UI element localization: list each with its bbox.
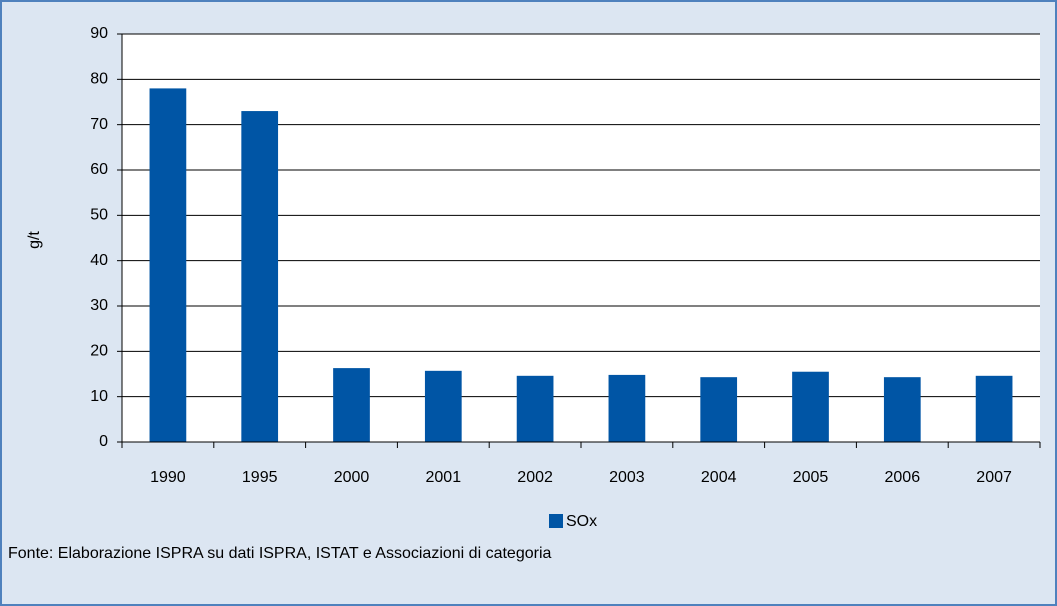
y-tick-label: 20: [90, 343, 108, 360]
x-tick-label: 1995: [242, 469, 278, 486]
bar: [700, 377, 738, 442]
x-tick-label: 2001: [426, 469, 462, 486]
bar: [975, 375, 1013, 442]
y-tick-label: 40: [90, 252, 108, 269]
x-tick-label: 2003: [609, 469, 645, 486]
bar: [883, 377, 921, 442]
bar: [608, 374, 646, 442]
x-tick-label: 1990: [150, 469, 186, 486]
bar: [149, 88, 187, 443]
y-tick-label: 50: [90, 207, 108, 224]
x-tick-label: 2002: [517, 469, 553, 486]
bar: [333, 368, 370, 442]
bar: [424, 370, 462, 442]
x-tick-label: 2000: [334, 469, 370, 486]
y-tick-label: 70: [90, 116, 108, 133]
bar: [792, 371, 829, 442]
y-tick-label: 10: [90, 388, 108, 405]
source-note: Fonte: Elaborazione ISPRA su dati ISPRA,…: [8, 545, 551, 562]
legend-label: SOx: [566, 513, 597, 530]
x-tick-label: 2004: [701, 469, 737, 486]
y-axis-label: g/t: [26, 231, 43, 249]
y-tick-label: 80: [90, 71, 108, 88]
y-tick-label: 60: [90, 161, 108, 178]
y-tick-label: 90: [90, 25, 108, 42]
bar: [516, 375, 554, 442]
x-tick-label: 2006: [885, 469, 921, 486]
x-tick-label: 2007: [976, 469, 1012, 486]
y-tick-label: 30: [90, 297, 108, 314]
x-tick-label: 2005: [793, 469, 829, 486]
bar: [241, 111, 279, 443]
legend-swatch: [549, 514, 563, 528]
y-tick-label: 0: [99, 433, 108, 450]
